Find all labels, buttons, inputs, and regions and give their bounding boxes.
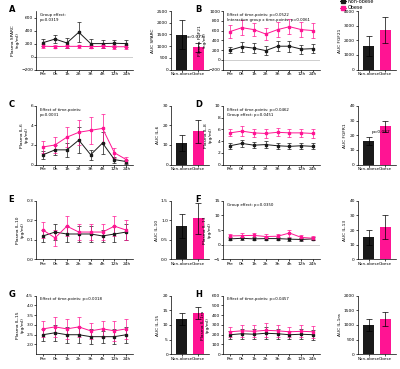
Bar	[380, 319, 390, 354]
Text: Effect of time-points: p=0.0462
Group effect: p=0.0451: Effect of time-points: p=0.0462 Group ef…	[227, 108, 289, 117]
Text: C: C	[9, 100, 15, 109]
Y-axis label: AUC IL-1ra: AUC IL-1ra	[338, 314, 342, 336]
Text: Group effect: p=0.0350: Group effect: p=0.0350	[227, 203, 273, 207]
Y-axis label: Plasma FGF21
(ng/ml): Plasma FGF21 (ng/ml)	[198, 25, 206, 56]
Bar	[380, 227, 390, 259]
Text: p=0.087: p=0.087	[372, 130, 391, 134]
Y-axis label: Plasma SPARC
(ng/ml): Plasma SPARC (ng/ml)	[11, 25, 19, 56]
Bar	[176, 226, 187, 259]
Bar	[363, 141, 374, 165]
Text: A: A	[9, 5, 15, 14]
Bar	[176, 143, 187, 165]
Text: p=0.073: p=0.073	[185, 35, 204, 39]
Bar	[193, 131, 204, 165]
Text: Group effect:
p=0.0319: Group effect: p=0.0319	[40, 13, 66, 22]
Y-axis label: Plasma IL-13
(pg/ml): Plasma IL-13 (pg/ml)	[203, 216, 212, 244]
Text: D: D	[196, 100, 203, 109]
Bar	[176, 35, 187, 70]
Y-axis label: Plasma IL-8
(pg/ml): Plasma IL-8 (pg/ml)	[204, 123, 212, 148]
Y-axis label: AUC IL-13: AUC IL-13	[343, 220, 347, 241]
Bar	[193, 47, 204, 70]
Legend: Non-obese, Obese: Non-obese, Obese	[340, 0, 374, 10]
Bar	[193, 218, 204, 259]
Y-axis label: Plasma IL-15
(pg/ml): Plasma IL-15 (pg/ml)	[16, 311, 24, 339]
Bar	[380, 127, 390, 165]
Text: H: H	[196, 290, 202, 299]
Y-axis label: AUC SPARC: AUC SPARC	[151, 28, 155, 52]
Text: F: F	[196, 195, 201, 204]
Text: G: G	[9, 290, 16, 299]
Text: Effect of time-points: p=0.0018: Effect of time-points: p=0.0018	[40, 297, 102, 301]
Bar	[363, 46, 374, 70]
Text: Effect of time-points: p=0.0457: Effect of time-points: p=0.0457	[227, 297, 289, 301]
Y-axis label: Plasma IL-6
(pg/ml): Plasma IL-6 (pg/ml)	[20, 123, 28, 148]
Bar	[363, 325, 374, 354]
Bar	[380, 30, 390, 70]
Text: B: B	[196, 5, 202, 14]
Y-axis label: AUC IL-15: AUC IL-15	[156, 314, 160, 335]
Text: Effect of time-points:
p=0.0031: Effect of time-points: p=0.0031	[40, 108, 81, 117]
Bar	[363, 237, 374, 259]
Y-axis label: AUC IL-10: AUC IL-10	[155, 220, 159, 241]
Y-axis label: AUC IL-6: AUC IL-6	[156, 126, 160, 144]
Text: Effect of time-points: p=0.0522
Interaction group x time-points: p=0.0061: Effect of time-points: p=0.0522 Interact…	[227, 13, 310, 22]
Y-axis label: AUC FGF21: AUC FGF21	[338, 28, 342, 52]
Text: E: E	[9, 195, 14, 204]
Y-axis label: Plasma IL-10
(pg/ml): Plasma IL-10 (pg/ml)	[16, 216, 24, 244]
Y-axis label: Plasma IL-1ra
(pg/ml): Plasma IL-1ra (pg/ml)	[201, 310, 210, 339]
Y-axis label: AUC FGFR1: AUC FGFR1	[343, 123, 347, 148]
Bar	[176, 319, 187, 354]
Bar	[193, 313, 204, 354]
